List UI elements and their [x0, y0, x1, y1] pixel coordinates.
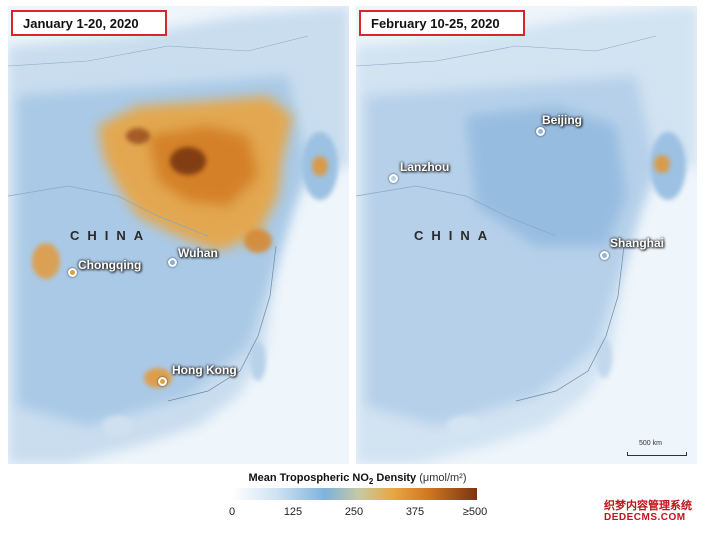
city-label-chongqing: Chongqing [78, 258, 142, 272]
date-label-january: January 1-20, 2020 [11, 10, 167, 36]
scale-bar-label: 500 km [639, 440, 662, 447]
city-label-shanghai: Shanghai [610, 236, 665, 250]
date-label-february: February 10-25, 2020 [359, 10, 525, 36]
legend-title-prefix: Mean Tropospheric NO [248, 472, 369, 484]
country-label: CHINA [70, 228, 152, 243]
map-panel-january: January 1-20, 2020 CHINA Chongqing Wuhan… [8, 6, 349, 464]
city-label-wuhan: Wuhan [178, 246, 218, 260]
city-marker-beijing [536, 127, 545, 136]
legend-tick: ≥500 [462, 506, 488, 518]
legend-tick: 0 [228, 506, 236, 518]
watermark-domain: DEDECMS.COM [604, 512, 686, 523]
legend-tick: 375 [405, 506, 425, 518]
city-marker-lanzhou [389, 174, 398, 183]
scale-bar [627, 452, 687, 456]
legend-tick: 125 [283, 506, 303, 518]
map-panel-february: February 10-25, 2020 CHINA Lanzhou Beiji… [356, 6, 697, 464]
legend-title-subscript: 2 [368, 477, 374, 487]
city-marker-hong-kong [158, 377, 167, 386]
city-label-hong-kong: Hong Kong [172, 363, 237, 377]
legend-title-suffix: Density [373, 472, 420, 484]
legend-unit: (μmol/m²) [419, 472, 467, 484]
city-marker-wuhan [168, 258, 177, 267]
no2-map-january [8, 6, 349, 464]
legend-color-bar [232, 488, 477, 500]
legend-title: Mean Tropospheric NO2 Density (μmol/m²) [0, 472, 715, 486]
city-label-lanzhou: Lanzhou [400, 160, 450, 174]
watermark-text: 织梦内容管理系统 [604, 500, 692, 512]
legend-tick: 250 [344, 506, 364, 518]
city-marker-chongqing [68, 268, 77, 277]
no2-map-february [356, 6, 697, 464]
country-label: CHINA [414, 228, 496, 243]
city-marker-shanghai [600, 251, 609, 260]
city-label-beijing: Beijing [542, 113, 583, 127]
